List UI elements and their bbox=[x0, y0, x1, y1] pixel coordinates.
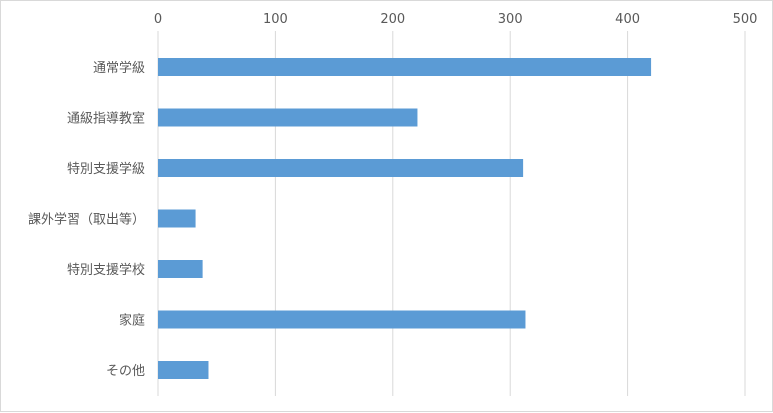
category-label: 家庭 bbox=[119, 313, 145, 329]
category-label: 特別支援学級 bbox=[67, 161, 145, 177]
x-tick-label: 200 bbox=[380, 12, 405, 27]
bar bbox=[158, 361, 209, 379]
x-tick-label: 500 bbox=[733, 12, 758, 27]
bar bbox=[158, 310, 526, 329]
x-tick-label: 100 bbox=[263, 12, 288, 27]
bar bbox=[158, 260, 203, 278]
x-axis-ticks: 0 100 200 300 400 500 bbox=[154, 12, 758, 27]
bars bbox=[158, 58, 652, 379]
x-tick-label: 300 bbox=[498, 12, 523, 27]
x-tick-label: 0 bbox=[154, 12, 162, 27]
category-label: 特別支援学校 bbox=[67, 262, 145, 278]
bar bbox=[158, 159, 524, 177]
category-label: 通常学級 bbox=[93, 60, 145, 76]
category-label: 通級指導教室 bbox=[67, 111, 145, 127]
x-tick-label: 400 bbox=[615, 12, 640, 27]
bar bbox=[158, 58, 652, 76]
gridlines bbox=[157, 31, 746, 396]
bar bbox=[158, 209, 196, 228]
bar bbox=[158, 108, 418, 127]
category-label: その他 bbox=[106, 364, 145, 379]
category-label: 課外学習（取出等） bbox=[28, 212, 145, 228]
